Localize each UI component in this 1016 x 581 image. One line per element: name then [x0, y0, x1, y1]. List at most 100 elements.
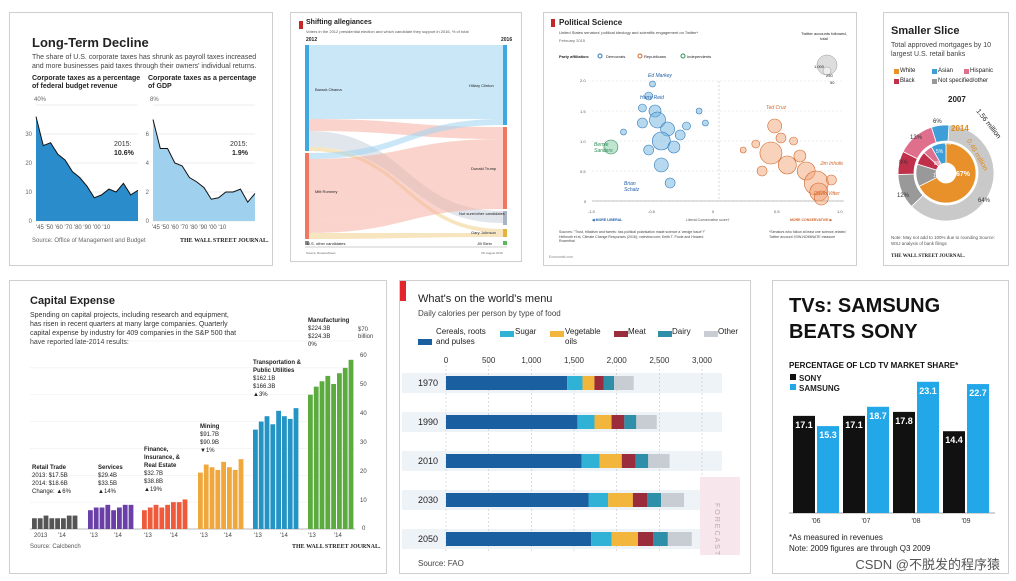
panel-capital-expense: Capital Expense Spending on capital proj… [9, 280, 387, 574]
legend-swatch [932, 79, 937, 84]
group-manufacturing-label: Manufacturing $224.3B $224.3B 0% [308, 317, 360, 349]
accent-bar [299, 21, 303, 29]
capex-bar [342, 367, 348, 529]
flow-romney-clinton [309, 119, 503, 159]
legend-swatch-sony [790, 374, 796, 380]
left-y-tick: 0 [29, 219, 33, 225]
size-250: 250 [826, 73, 833, 78]
capex-bar [66, 515, 72, 529]
capex-bar-chart [30, 340, 355, 530]
group-services-label: Services $29.4B $33.5B ▲14% [98, 464, 150, 496]
panel-shifting-allegiances: Shifting allegiances Voters in the 2012 … [290, 12, 522, 262]
left-note-value: 10.6% [114, 150, 134, 157]
more-liberal: ◀ MORE LIBERAL [592, 218, 623, 222]
panel-title: Political Science [559, 18, 623, 27]
out-white: 64% [978, 198, 991, 204]
senator-bubble [793, 149, 807, 163]
legend-swatch [550, 331, 564, 337]
calorie-segment [446, 454, 582, 468]
size-50: 50 [830, 80, 835, 85]
panel-worlds-menu: What's on the world's menu Daily calorie… [399, 280, 751, 574]
in-white: 67% [956, 171, 971, 178]
capex-bar [93, 507, 99, 529]
year-label: 1990 [418, 417, 438, 427]
panel-title: Shifting allegiances [306, 19, 372, 26]
group-retail-label: Retail Trade 2013: $17.5B 2014: $18.6B Chan… [32, 464, 102, 496]
brand: THE WALL STREET JOURNAL. [180, 238, 269, 244]
ytick-1-0: 1.0 [580, 139, 586, 144]
legend-other: Other [718, 327, 739, 336]
node-not-sure [503, 211, 507, 225]
node-clinton [503, 45, 507, 125]
legend-swatch [500, 331, 514, 337]
calorie-segment [638, 532, 654, 546]
group-name: Mining [200, 424, 220, 430]
left-y-tick: 30 [25, 132, 32, 138]
xtick-13: '13 [308, 533, 316, 539]
ytick-2-0: 2.0 [580, 78, 586, 83]
capex-bar [198, 472, 203, 529]
group-l3: Change: ▲6% [32, 489, 71, 495]
group-transport-label: Transportation & Public Utilities $162.1B… [253, 359, 311, 399]
capex-bar [238, 459, 244, 529]
group-l1: $224.3B [308, 326, 331, 332]
node-romney [305, 153, 309, 239]
x-tick: '07 [861, 518, 870, 525]
capex-bar [88, 510, 93, 529]
ytick-0: 0 [362, 526, 366, 532]
legend-samsung: SAMSUNG [799, 384, 840, 393]
capex-bar [319, 381, 325, 529]
ytick-70: $70 billion [358, 327, 374, 340]
capex-bar [159, 507, 165, 529]
capex-bar [99, 507, 105, 529]
right-y-tick: 2 [146, 190, 150, 196]
right-x-ticks: '45 '50 '60 '70 '80 '90 '00 '10 [152, 225, 227, 231]
group-l3: ▲19% [144, 487, 162, 493]
panel-long-term-decline: Long-Term Decline The share of U.S. corp… [9, 12, 273, 266]
senator-bubble [702, 119, 709, 127]
senator-bubble [826, 174, 837, 186]
group-l3: ▲3% [253, 392, 268, 398]
more-conservative: MORE CONSERVATIVE ▶ [790, 218, 833, 222]
inner-slice-white [918, 142, 977, 204]
samsung-bar [917, 381, 939, 513]
label-clinton: Hillary Clinton [469, 83, 494, 88]
left-note-year: 2015: [114, 141, 132, 148]
calorie-segment [577, 415, 595, 429]
capex-bar [37, 518, 43, 529]
note: Note: May not add to 100% due to roundin… [891, 235, 995, 246]
bar-value-label: 17.8 [895, 416, 913, 426]
legend-republicans: Republicans [644, 54, 667, 59]
capex-bar [264, 416, 270, 529]
group-name: Manufacturing [308, 318, 350, 324]
ytick-10: 10 [360, 498, 367, 504]
ytick-50: 50 [360, 382, 367, 388]
senator-bubble [759, 141, 783, 165]
senator-bubble [649, 111, 666, 129]
capex-bar [49, 518, 55, 529]
capex-bar [287, 418, 293, 529]
footer-source: Source: Reuters/Ipsos [306, 251, 336, 255]
capex-bar [43, 515, 49, 529]
group-l1: 2013: $17.5B [32, 473, 68, 479]
x-tick: 1,500 [564, 356, 585, 365]
size-legend-title: Twitter accounts followed, total [801, 31, 847, 41]
legend-democrats: Democrats [606, 54, 626, 59]
watermark: CSDN @不脱发的程序猿 [855, 557, 1000, 572]
flow-obama-trump [309, 119, 503, 139]
xtick-13: '13 [144, 533, 152, 539]
left-y-tick: 10 [25, 190, 32, 196]
in-hispanic: 5% [936, 149, 944, 155]
left-y-tick: 20 [25, 161, 32, 167]
label-obama: Barack Obama [315, 87, 342, 92]
legend-swatch [894, 69, 899, 74]
group-l3: ▲14% [98, 489, 116, 495]
node-trump [503, 127, 507, 209]
legend-dot-rep [637, 53, 643, 59]
calorie-segment [599, 454, 622, 468]
name-vitter: David Vitter [814, 191, 840, 197]
group-l1: $162.1B [253, 376, 276, 382]
capex-bar [253, 429, 258, 529]
